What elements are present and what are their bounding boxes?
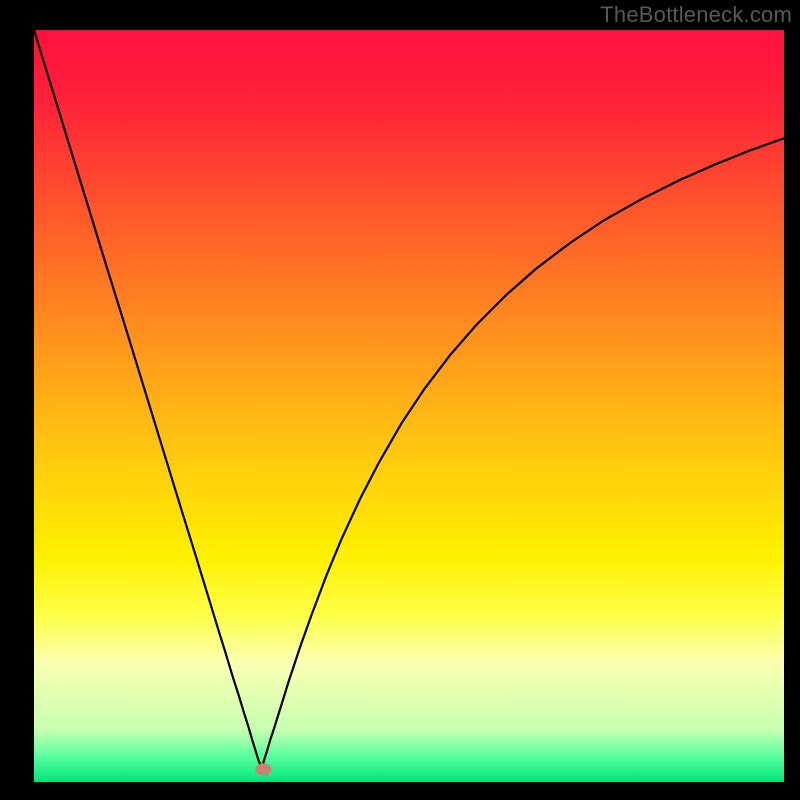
plot-background: [34, 30, 784, 782]
plot-area: [34, 30, 784, 782]
apex-marker: [256, 763, 272, 775]
chart-svg: [34, 30, 784, 782]
watermark-text: TheBottleneck.com: [600, 2, 792, 28]
chart-stage: TheBottleneck.com: [0, 0, 800, 800]
